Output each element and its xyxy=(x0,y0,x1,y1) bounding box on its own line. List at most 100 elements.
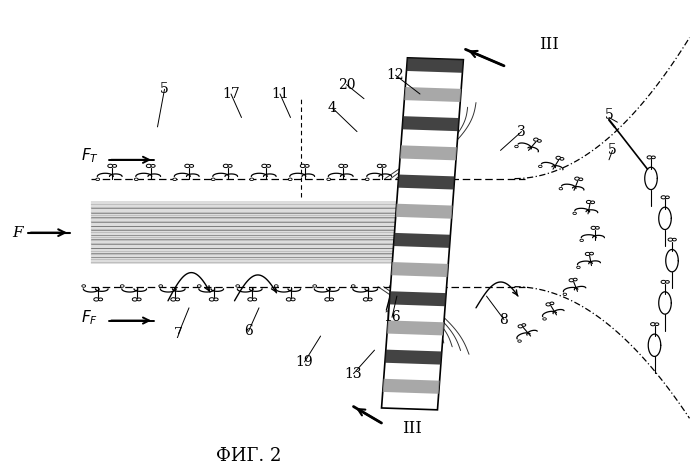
Polygon shape xyxy=(385,350,442,365)
Circle shape xyxy=(522,324,526,326)
Polygon shape xyxy=(398,174,455,189)
Circle shape xyxy=(305,164,309,167)
Polygon shape xyxy=(382,58,463,410)
Circle shape xyxy=(185,164,190,168)
Circle shape xyxy=(211,178,215,180)
Polygon shape xyxy=(395,204,453,219)
Circle shape xyxy=(587,200,591,204)
Text: 4: 4 xyxy=(328,101,337,115)
Circle shape xyxy=(151,164,155,167)
Circle shape xyxy=(262,164,267,168)
Circle shape xyxy=(407,298,411,301)
Circle shape xyxy=(661,280,666,283)
Circle shape xyxy=(569,279,574,282)
Circle shape xyxy=(190,164,194,167)
Circle shape xyxy=(214,298,218,301)
Circle shape xyxy=(550,302,554,305)
Polygon shape xyxy=(407,58,463,73)
Text: III: III xyxy=(539,36,559,53)
Circle shape xyxy=(368,298,372,301)
Polygon shape xyxy=(393,233,450,248)
Circle shape xyxy=(286,298,291,301)
Circle shape xyxy=(344,164,348,167)
Circle shape xyxy=(666,281,669,283)
Circle shape xyxy=(518,340,522,342)
Polygon shape xyxy=(389,291,446,306)
Circle shape xyxy=(197,285,201,287)
Circle shape xyxy=(652,156,655,159)
Circle shape xyxy=(404,178,407,180)
Circle shape xyxy=(94,298,99,301)
Circle shape xyxy=(209,298,214,301)
Circle shape xyxy=(655,323,659,326)
Circle shape xyxy=(538,165,542,168)
Text: III: III xyxy=(402,420,422,437)
Polygon shape xyxy=(383,379,440,394)
Text: 16: 16 xyxy=(383,310,401,324)
Circle shape xyxy=(577,266,580,268)
Circle shape xyxy=(363,298,368,301)
Circle shape xyxy=(327,178,330,180)
Circle shape xyxy=(274,285,278,287)
Text: $F_T$: $F_T$ xyxy=(80,147,99,165)
Circle shape xyxy=(514,145,518,148)
Text: ФИГ. 2: ФИГ. 2 xyxy=(216,447,281,465)
Circle shape xyxy=(365,178,369,180)
Circle shape xyxy=(253,298,257,301)
Circle shape xyxy=(339,164,344,168)
Circle shape xyxy=(533,138,538,141)
Text: 17: 17 xyxy=(222,87,240,101)
Circle shape xyxy=(300,164,305,168)
Circle shape xyxy=(351,285,355,287)
Circle shape xyxy=(673,238,676,241)
Circle shape xyxy=(650,322,655,326)
Circle shape xyxy=(134,178,138,180)
Circle shape xyxy=(146,164,151,168)
Polygon shape xyxy=(400,145,457,160)
Circle shape xyxy=(325,298,330,301)
Circle shape xyxy=(585,252,590,256)
Circle shape xyxy=(267,164,271,167)
Circle shape xyxy=(559,188,563,190)
Circle shape xyxy=(416,164,421,168)
Circle shape xyxy=(573,278,578,281)
Polygon shape xyxy=(405,87,461,102)
Circle shape xyxy=(96,178,99,180)
Text: 13: 13 xyxy=(344,367,363,381)
Text: 5: 5 xyxy=(160,82,169,96)
Circle shape xyxy=(99,298,103,301)
Circle shape xyxy=(596,227,599,229)
Text: 19: 19 xyxy=(295,355,314,369)
Circle shape xyxy=(137,298,141,301)
Circle shape xyxy=(661,196,666,199)
Circle shape xyxy=(120,285,124,287)
Circle shape xyxy=(560,157,564,160)
Circle shape xyxy=(382,164,386,167)
Circle shape xyxy=(228,164,232,167)
Circle shape xyxy=(556,157,561,159)
Circle shape xyxy=(542,318,546,320)
Text: 12: 12 xyxy=(386,68,405,82)
Circle shape xyxy=(173,178,176,180)
Text: 20: 20 xyxy=(337,78,355,92)
Circle shape xyxy=(668,238,673,241)
Circle shape xyxy=(250,178,253,180)
Text: 11: 11 xyxy=(271,87,289,101)
Polygon shape xyxy=(391,262,448,277)
Text: 5: 5 xyxy=(608,143,617,157)
Circle shape xyxy=(546,303,551,306)
Circle shape xyxy=(132,298,137,301)
Circle shape xyxy=(291,298,295,301)
Circle shape xyxy=(377,164,382,168)
Polygon shape xyxy=(402,116,459,131)
Circle shape xyxy=(589,252,594,255)
Circle shape xyxy=(390,285,393,287)
Text: 6: 6 xyxy=(244,324,253,338)
Text: 3: 3 xyxy=(517,125,526,139)
Circle shape xyxy=(666,196,669,199)
Circle shape xyxy=(573,212,576,214)
Text: F: F xyxy=(12,226,23,240)
Circle shape xyxy=(402,298,407,301)
Circle shape xyxy=(591,226,596,229)
Circle shape xyxy=(518,325,523,328)
